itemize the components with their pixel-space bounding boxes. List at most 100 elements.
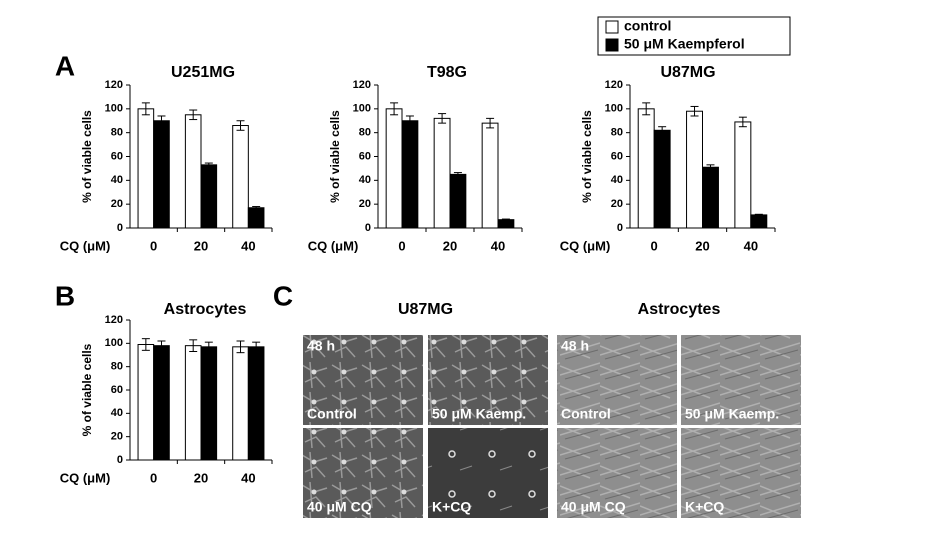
x-tick-label: 20 bbox=[194, 470, 208, 485]
error-bar bbox=[189, 339, 198, 352]
y-tick-label: 80 bbox=[111, 127, 123, 139]
y-tick-label: 120 bbox=[105, 79, 123, 91]
panel-label: B bbox=[55, 280, 75, 311]
y-tick-label: 0 bbox=[117, 454, 123, 466]
y-tick-label: 20 bbox=[611, 198, 623, 210]
error-bar bbox=[390, 102, 399, 116]
error-bar bbox=[738, 116, 747, 128]
y-tick-label: 60 bbox=[111, 150, 123, 162]
y-tick-label: 0 bbox=[117, 222, 123, 234]
y-tick-label: 40 bbox=[111, 174, 123, 186]
image-label: K+CQ bbox=[685, 499, 724, 515]
x-tick-label: 0 bbox=[651, 238, 658, 253]
error-bar bbox=[690, 105, 699, 117]
legend-label: 50 μM Kaempferol bbox=[624, 36, 745, 52]
legend-label: control bbox=[624, 18, 671, 34]
bar bbox=[433, 117, 451, 229]
error-bar bbox=[157, 115, 166, 127]
bar bbox=[153, 345, 170, 461]
y-tick-label: 100 bbox=[605, 103, 623, 115]
error-bar bbox=[405, 115, 414, 127]
error-bar bbox=[252, 206, 261, 210]
y-tick-label: 60 bbox=[111, 384, 123, 396]
y-axis-label: % of viable cells bbox=[80, 343, 94, 436]
x-tick-label: 40 bbox=[241, 470, 255, 485]
image-label: 48 h bbox=[561, 338, 589, 354]
image-label: 40 μM CQ bbox=[307, 499, 372, 515]
error-bar bbox=[438, 113, 447, 124]
micrograph bbox=[681, 428, 801, 518]
y-tick-label: 120 bbox=[353, 79, 371, 91]
y-tick-label: 120 bbox=[105, 314, 123, 326]
panel-label: A bbox=[55, 50, 75, 81]
y-tick-label: 100 bbox=[105, 337, 123, 349]
bar bbox=[137, 344, 155, 461]
micrograph bbox=[428, 428, 548, 518]
y-tick-label: 0 bbox=[617, 222, 623, 234]
bar bbox=[232, 125, 249, 229]
bar bbox=[247, 207, 265, 229]
micrograph bbox=[557, 335, 677, 425]
error-bar bbox=[252, 341, 261, 352]
error-bar bbox=[486, 117, 495, 129]
error-bar bbox=[141, 338, 150, 351]
y-tick-label: 40 bbox=[611, 174, 623, 186]
bar bbox=[702, 166, 719, 229]
bar bbox=[750, 214, 768, 229]
image-label: 40 μM CQ bbox=[561, 499, 626, 515]
error-bar bbox=[236, 120, 245, 131]
bar bbox=[184, 114, 202, 229]
bar bbox=[401, 120, 419, 229]
bar bbox=[734, 121, 752, 229]
bar bbox=[449, 173, 467, 229]
legend-box bbox=[597, 16, 791, 56]
x-tick-label: 40 bbox=[744, 238, 758, 253]
panel-c: U87MG 48 h Control 50 μM Kaemp. 40 μM CQ K+CQ… bbox=[303, 301, 801, 518]
x-tick-label: 40 bbox=[491, 238, 505, 253]
x-tick-label: 0 bbox=[398, 238, 405, 253]
group-title: U87MG bbox=[398, 301, 453, 318]
error-bar bbox=[453, 172, 462, 177]
image-label: 50 μM Kaemp. bbox=[685, 406, 779, 422]
bar bbox=[200, 346, 218, 461]
x-axis-label: CQ (μM) bbox=[308, 238, 359, 253]
bar bbox=[137, 108, 155, 229]
y-tick-label: 20 bbox=[111, 198, 123, 210]
bar bbox=[686, 110, 703, 229]
image-label: 50 μM Kaemp. bbox=[432, 406, 526, 422]
micrograph bbox=[303, 428, 423, 518]
group-title: Astrocytes bbox=[638, 301, 721, 318]
error-bar bbox=[204, 162, 213, 168]
bar bbox=[637, 108, 655, 229]
y-tick-label: 100 bbox=[105, 103, 123, 115]
bar bbox=[481, 122, 499, 229]
error-bar bbox=[754, 213, 763, 216]
bar bbox=[200, 164, 218, 229]
panel-label: C bbox=[273, 280, 293, 311]
x-tick-label: 20 bbox=[443, 238, 457, 253]
bar bbox=[497, 219, 515, 229]
error-bar bbox=[501, 218, 510, 221]
y-tick-label: 120 bbox=[605, 79, 623, 91]
bar bbox=[153, 120, 170, 229]
chart-title: U251MG bbox=[171, 64, 235, 81]
legend-swatch bbox=[605, 20, 619, 34]
y-tick-label: 60 bbox=[359, 150, 371, 162]
error-bar bbox=[706, 164, 715, 171]
y-tick-label: 40 bbox=[359, 174, 371, 186]
x-tick-label: 40 bbox=[241, 238, 255, 253]
image-label: Control bbox=[561, 406, 611, 422]
bar bbox=[247, 346, 265, 461]
bar bbox=[653, 129, 671, 229]
micrograph bbox=[681, 335, 801, 425]
error-bar bbox=[189, 109, 198, 121]
image-label: K+CQ bbox=[432, 499, 471, 515]
y-tick-label: 80 bbox=[611, 127, 623, 139]
x-axis-label: CQ (μM) bbox=[60, 470, 111, 485]
y-tick-label: 0 bbox=[365, 222, 371, 234]
error-bar bbox=[141, 102, 150, 116]
chart-title: T98G bbox=[427, 64, 467, 81]
image-label: 48 h bbox=[307, 338, 335, 354]
